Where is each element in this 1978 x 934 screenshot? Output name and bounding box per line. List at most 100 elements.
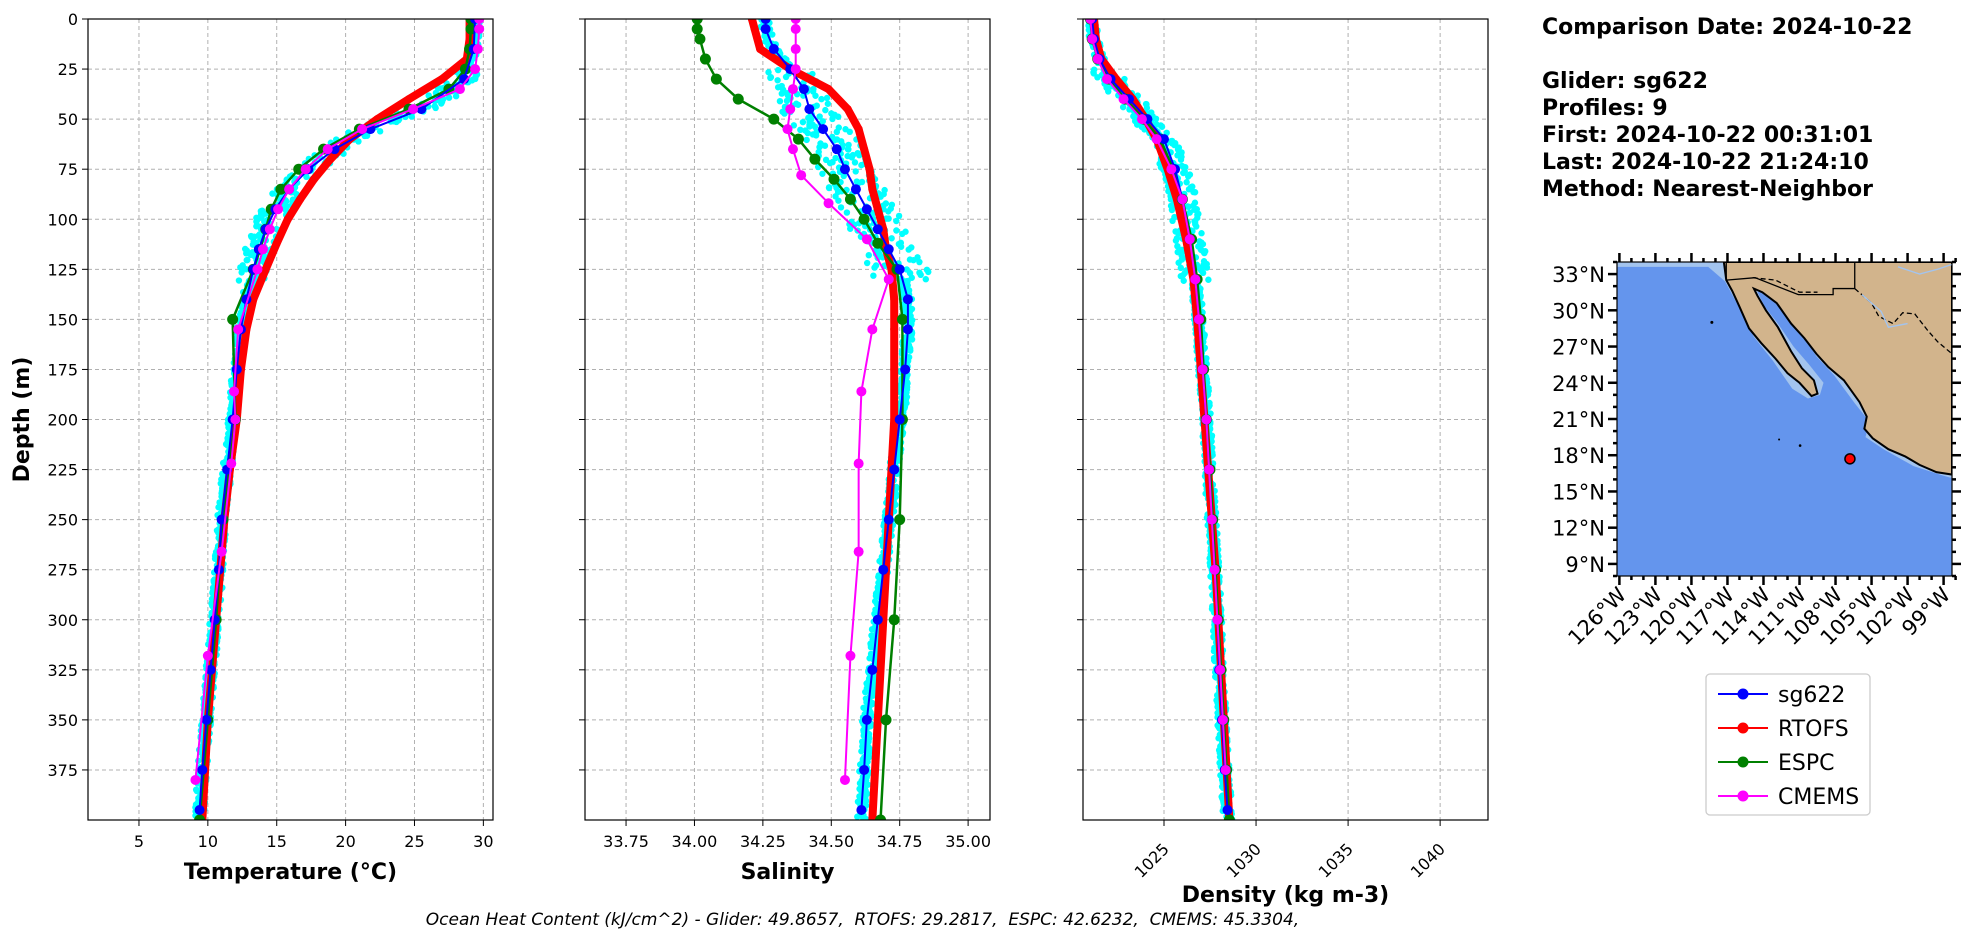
glider-profile-point: [822, 106, 829, 114]
glider-profile-point: [799, 118, 807, 126]
glider-profile-point: [1090, 69, 1097, 76]
data-point-espc: [1223, 814, 1235, 820]
legend-marker-espc: [1737, 756, 1749, 768]
y-tick-label: 75: [58, 160, 78, 179]
series-glider: [760, 19, 913, 815]
data-point-rtofs: [873, 205, 882, 214]
glider-profile-point: [1175, 259, 1182, 266]
x-tick-label: 1025: [1131, 839, 1173, 881]
data-point-cmems: [1166, 164, 1177, 175]
data-point-glider: [760, 24, 771, 35]
glider-profile-point: [1152, 115, 1160, 122]
data-point-rtofs: [404, 95, 413, 104]
data-point-glider: [872, 224, 883, 235]
glider-profile-point: [863, 259, 871, 267]
data-point-glider: [894, 414, 905, 425]
glider-profile-point: [797, 126, 804, 134]
legend-marker-cmems: [1737, 790, 1749, 802]
data-point-cmems: [1212, 614, 1223, 625]
y-tick-label: 50: [58, 110, 78, 129]
data-point-cmems: [264, 224, 275, 235]
plot-data: [691, 19, 932, 820]
glider-profile-point: [862, 797, 870, 804]
glider-profile-point: [1143, 104, 1151, 112]
glider-profile-point: [876, 557, 883, 565]
glider-profile-point: [452, 92, 460, 100]
data-point-rtofs: [854, 125, 863, 134]
data-point-rtofs: [309, 175, 318, 184]
glider-profile-point: [1177, 272, 1185, 280]
data-point-glider: [768, 44, 779, 55]
data-point-espc: [858, 213, 870, 225]
x-tick-label: 34.00: [672, 832, 718, 851]
data-point-cmems: [474, 19, 485, 24]
y-tick-label: 150: [47, 310, 78, 329]
data-point-cmems: [856, 386, 867, 397]
glider-profile-point: [871, 264, 878, 271]
glider-profile-point: [858, 748, 865, 755]
data-point-espc: [896, 313, 908, 325]
data-point-cmems: [1190, 274, 1201, 285]
data-point-cmems: [790, 24, 801, 35]
data-point-glider: [859, 764, 870, 775]
series-espc: [691, 19, 908, 820]
glider-profile-point: [303, 173, 310, 181]
data-point-glider: [205, 664, 216, 675]
comparison-info: Comparison Date: 2024-10-22 Glider: sg622…: [1542, 14, 1912, 203]
glider-profile-point: [1119, 103, 1127, 111]
glider-profile-point: [1172, 140, 1179, 147]
glider-profile-point: [865, 748, 872, 755]
glider-profile-point: [852, 168, 859, 175]
glider-profile-point: [806, 123, 813, 130]
glider-profile-point: [1191, 206, 1198, 213]
y-tick-label: 125: [47, 260, 78, 279]
data-point-glider: [760, 19, 771, 24]
data-point-glider: [804, 104, 815, 115]
glider-profile-point: [774, 84, 782, 91]
glider-profile-point: [854, 813, 861, 820]
data-point-rtofs: [750, 25, 759, 34]
data-point-cmems: [1220, 764, 1231, 775]
land-mexico: [1722, 262, 1952, 476]
data-point-glider: [1222, 804, 1233, 815]
glider-profile-point: [804, 129, 811, 137]
glider-profile-point: [835, 197, 842, 204]
series-cmems: [190, 19, 485, 785]
x-tick-label: 34.75: [877, 832, 923, 851]
glider-profile-point: [824, 100, 832, 107]
glider-profile-point: [1169, 217, 1176, 225]
data-point-rtofs: [876, 665, 885, 674]
glider-profile-point: [1185, 203, 1192, 210]
series-cmems: [1085, 19, 1231, 775]
x-tick-label: 33.75: [603, 832, 649, 851]
series-cmems: [782, 19, 894, 785]
glider-profile-point: [826, 159, 834, 167]
data-point-glider: [878, 564, 889, 575]
data-point-cmems: [782, 124, 793, 135]
data-point-espc: [768, 113, 780, 125]
data-point-cmems: [1204, 464, 1215, 475]
data-point-cmems: [785, 104, 796, 115]
glider-profile-point: [813, 102, 820, 109]
x-tick-label: 1035: [1315, 839, 1357, 881]
island: [1778, 438, 1781, 441]
data-point-glider: [902, 324, 913, 335]
legend-label-rtofs: RTOFS: [1778, 717, 1849, 742]
data-point-rtofs: [747, 19, 756, 23]
data-point-cmems: [1136, 114, 1147, 125]
data-point-rtofs: [824, 85, 833, 94]
glider-profile-point: [1198, 230, 1205, 237]
glider-profile-point: [1168, 206, 1176, 214]
data-point-cmems: [357, 124, 368, 135]
data-point-rtofs: [868, 185, 877, 194]
data-point-espc: [880, 714, 892, 726]
glider-profile-point: [1199, 269, 1207, 277]
data-point-cmems: [1197, 364, 1208, 375]
glider-profile-point: [784, 92, 792, 99]
glider-profile-point: [825, 184, 833, 192]
location-map: 33°N30°N27°N24°N21°N18°N15°N12°N9°N126°W…: [1552, 253, 1961, 650]
glider-profile-point: [1177, 156, 1185, 163]
glider-profile-point: [1201, 249, 1208, 257]
glider-profile-point: [819, 170, 826, 177]
